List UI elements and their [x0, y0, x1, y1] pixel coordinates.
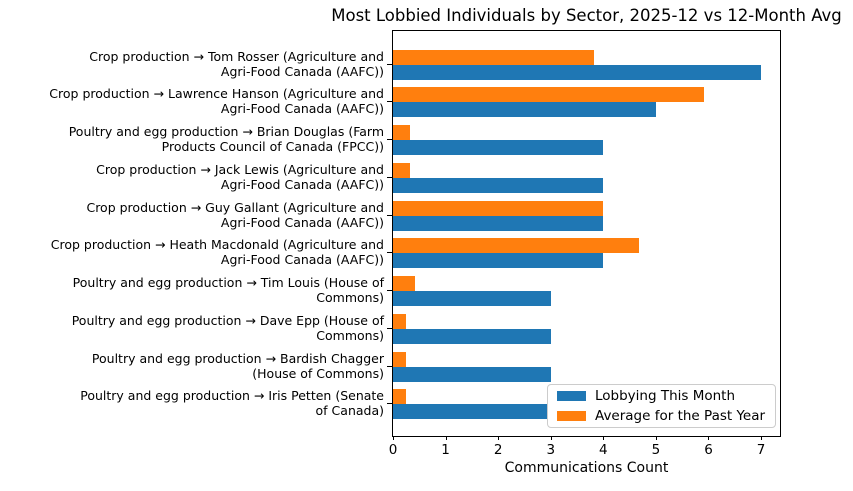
x-tick	[708, 436, 710, 440]
bar-average-past-year	[393, 389, 407, 405]
bar-this-month	[393, 102, 656, 118]
bar-group	[393, 313, 780, 344]
bar-this-month	[393, 404, 551, 420]
y-tick	[387, 176, 392, 178]
bar-group	[393, 125, 780, 156]
x-tick	[655, 436, 657, 440]
x-tick	[761, 436, 763, 440]
bar-group	[393, 49, 780, 80]
x-tick-label: 2	[493, 442, 503, 458]
category-label-line: Crop production → Lawrence Hanson (Agric…	[49, 86, 384, 102]
category-label: Poultry and egg production → Tim Louis (…	[0, 275, 384, 305]
bar-this-month	[393, 64, 762, 80]
bar-group	[393, 276, 780, 307]
bar-this-month	[393, 291, 551, 307]
bar-average-past-year	[393, 351, 407, 367]
category-label-line: Agri-Food Canada (AAFC))	[220, 176, 384, 192]
legend-item-this-month: Lobbying This Month	[557, 388, 775, 404]
category-label-line: of Canada)	[315, 403, 384, 419]
bar-this-month	[393, 177, 604, 193]
bar-average-past-year	[393, 238, 639, 254]
category-label-line: Agri-Food Canada (AAFC))	[220, 101, 384, 117]
bar-group	[393, 389, 780, 420]
bar-average-past-year	[393, 125, 411, 141]
category-label-line: (House of Commons)	[252, 365, 384, 381]
category-label: Crop production → Lawrence Hanson (Agric…	[0, 86, 384, 116]
bar-group	[393, 351, 780, 382]
y-tick	[387, 403, 392, 405]
legend-label: Lobbying This Month	[595, 388, 736, 404]
x-tick	[550, 436, 552, 440]
category-label: Poultry and egg production → Iris Petten…	[0, 388, 384, 418]
x-tick-label: 6	[704, 442, 713, 458]
category-label-line: Agri-Food Canada (AAFC))	[220, 214, 384, 230]
category-label-line: Crop production → Tom Rosser (Agricultur…	[89, 48, 384, 64]
x-tick	[393, 436, 394, 440]
category-label-line: Crop production → Guy Gallant (Agricultu…	[86, 199, 384, 215]
category-label-line: Poultry and egg production → Tim Louis (…	[72, 275, 384, 291]
bar-group	[393, 200, 780, 231]
category-label-line: Commons)	[316, 290, 384, 306]
x-tick	[603, 436, 605, 440]
x-tick	[498, 436, 500, 440]
x-axis-label: Communications Count	[504, 460, 669, 476]
x-tick-label: 7	[756, 442, 766, 458]
category-label-line: Poultry and egg production → Dave Epp (H…	[71, 312, 384, 328]
bar-average-past-year	[393, 87, 705, 103]
y-tick	[387, 63, 392, 65]
category-label-line: Agri-Food Canada (AAFC))	[220, 63, 384, 79]
legend-label: Average for the Past Year	[595, 408, 766, 424]
bar-group	[393, 238, 780, 269]
bar-this-month	[393, 215, 604, 231]
bar-average-past-year	[393, 200, 604, 216]
x-tick-label: 1	[441, 442, 450, 458]
plot-area: 0 1 2 3 4 5 6 7	[387, 30, 781, 458]
category-label: Crop production → Guy Gallant (Agricultu…	[0, 200, 384, 230]
legend-item-average: Average for the Past Year	[557, 408, 775, 424]
y-tick	[387, 290, 392, 292]
y-tick	[387, 327, 392, 329]
category-label: Poultry and egg production → Dave Epp (H…	[0, 313, 384, 343]
y-tick	[387, 139, 392, 141]
category-label-line: Commons)	[316, 327, 384, 343]
bar-this-month	[393, 253, 604, 269]
y-tick	[387, 252, 392, 254]
category-label-line: Crop production → Jack Lewis (Agricultur…	[96, 161, 384, 177]
y-tick	[387, 101, 392, 103]
chart-title: Most Lobbied Individuals by Sector, 2025…	[331, 6, 842, 25]
legend: Lobbying This Month Average for the Past…	[547, 384, 776, 428]
bar-group	[393, 162, 780, 193]
category-label-line: Poultry and egg production → Bardish Cha…	[91, 350, 384, 366]
category-label: Crop production → Heath Macdonald (Agric…	[0, 237, 384, 267]
category-label: Crop production → Tom Rosser (Agricultur…	[0, 49, 384, 79]
bar-average-past-year	[393, 313, 407, 329]
x-tick-label: 4	[599, 442, 608, 458]
legend-swatch-orange	[557, 411, 586, 421]
y-tick	[387, 214, 392, 216]
category-label: Poultry and egg production → Brian Dougl…	[0, 124, 384, 154]
x-tick-label: 3	[546, 442, 556, 458]
category-label-line: Products Council of Canada (FPCC))	[161, 139, 384, 155]
category-label-line: Poultry and egg production → Iris Petten…	[80, 388, 384, 404]
bar-average-past-year	[393, 276, 416, 292]
y-axis-category-labels: Crop production → Tom Rosser (Agricultur…	[0, 30, 388, 437]
bar-this-month	[393, 328, 551, 344]
x-tick	[445, 436, 447, 440]
bar-this-month	[393, 140, 604, 156]
bar-average-past-year	[393, 162, 411, 178]
category-label-line: Crop production → Heath Macdonald (Agric…	[50, 237, 384, 253]
y-tick	[387, 365, 392, 367]
legend-swatch-blue	[557, 391, 586, 401]
category-label-line: Poultry and egg production → Brian Dougl…	[68, 124, 384, 140]
x-tick-label: 5	[651, 442, 661, 458]
category-label-line: Agri-Food Canada (AAFC))	[220, 252, 384, 268]
bar-this-month	[393, 366, 551, 382]
category-label: Poultry and egg production → Bardish Cha…	[0, 351, 384, 381]
bar-group	[393, 87, 780, 118]
bar-average-past-year	[393, 49, 595, 65]
category-label: Crop production → Jack Lewis (Agricultur…	[0, 162, 384, 192]
x-tick-label: 0	[388, 442, 398, 458]
